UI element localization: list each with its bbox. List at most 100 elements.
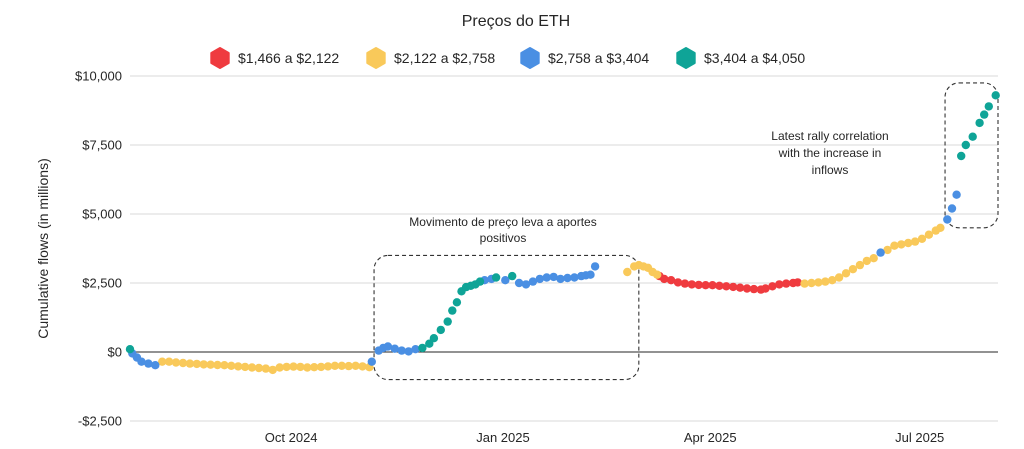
data-point xyxy=(144,359,153,368)
data-point xyxy=(390,344,399,353)
data-point xyxy=(761,284,770,293)
data-point xyxy=(185,359,195,368)
data-point xyxy=(514,278,524,288)
data-point xyxy=(749,284,759,294)
data-point xyxy=(192,359,201,369)
data-point xyxy=(947,204,957,213)
data-point xyxy=(991,91,1000,100)
data-point xyxy=(528,277,538,286)
annotation-text: Latest rally correlation xyxy=(771,129,888,143)
data-point xyxy=(425,339,434,348)
data-point xyxy=(800,279,809,288)
data-point xyxy=(715,281,724,290)
data-point xyxy=(687,280,696,289)
data-point xyxy=(897,240,906,249)
y-tick-label: $7,500 xyxy=(82,138,122,153)
data-point xyxy=(521,280,531,289)
data-point xyxy=(556,274,565,284)
data-point xyxy=(876,248,885,257)
data-point xyxy=(337,361,346,370)
data-point xyxy=(254,363,264,373)
series-points xyxy=(158,223,945,375)
legend-label: $3,404 a $4,050 xyxy=(704,50,805,66)
data-point xyxy=(694,280,703,290)
data-point xyxy=(890,241,899,250)
data-point xyxy=(793,278,802,287)
y-tick-label: $2,500 xyxy=(82,276,122,291)
data-point xyxy=(653,270,662,279)
data-point xyxy=(137,357,146,366)
data-point xyxy=(729,282,738,292)
data-point xyxy=(590,262,600,271)
data-point xyxy=(775,280,784,289)
series-points xyxy=(125,91,1000,354)
data-point xyxy=(289,362,298,371)
annotation-box xyxy=(373,254,640,381)
data-point xyxy=(563,273,572,283)
series-points xyxy=(655,271,802,294)
data-point xyxy=(358,362,367,371)
data-point xyxy=(883,245,892,255)
data-point xyxy=(673,278,683,287)
data-point xyxy=(367,357,376,366)
data-point xyxy=(206,360,215,369)
legend: $1,466 a $2,122 $2,122 a $2,758 $2,758 a $… xyxy=(210,47,805,69)
legend-label: $1,466 a $2,122 xyxy=(238,50,339,66)
data-point xyxy=(501,276,510,285)
data-point xyxy=(975,118,984,128)
data-point xyxy=(722,282,731,291)
data-point xyxy=(701,281,710,290)
data-point xyxy=(984,102,993,111)
annotation: Latest rally correlation with the increas… xyxy=(771,82,999,229)
data-point xyxy=(275,363,284,372)
x-axis: Oct 2024 Jan 2025 Apr 2025 Jul 2025 xyxy=(265,430,945,445)
data-point xyxy=(240,362,250,372)
y-tick-label: $0 xyxy=(108,345,122,360)
data-point xyxy=(848,265,858,274)
data-point xyxy=(164,357,174,366)
data-point xyxy=(782,279,791,288)
data-point xyxy=(383,342,393,351)
annotation-box xyxy=(944,82,999,229)
data-point xyxy=(680,279,690,288)
data-point xyxy=(411,345,420,354)
data-point xyxy=(708,281,717,290)
data-point xyxy=(303,363,312,372)
annotation-text: Movimento de preço leva a aportes xyxy=(409,215,596,229)
y-tick-label: -$2,500 xyxy=(78,414,122,429)
data-point xyxy=(344,361,353,371)
legend-item: $3,404 a $4,050 xyxy=(676,47,805,69)
data-point xyxy=(178,358,188,368)
data-point xyxy=(475,277,485,286)
data-point xyxy=(268,365,277,375)
data-point xyxy=(549,272,558,282)
data-point xyxy=(429,334,439,343)
data-point xyxy=(418,343,427,353)
x-tick-label: Oct 2024 xyxy=(265,430,318,445)
gridlines xyxy=(130,75,998,422)
data-point xyxy=(535,274,544,284)
x-tick-label: Jul 2025 xyxy=(895,430,944,445)
data-point xyxy=(220,361,229,370)
data-point xyxy=(968,132,977,141)
data-point xyxy=(742,284,752,293)
data-point xyxy=(768,282,777,291)
data-point xyxy=(397,346,406,355)
data-point xyxy=(296,362,305,372)
legend-item: $2,758 a $3,404 xyxy=(520,47,649,69)
data-point xyxy=(125,345,135,354)
data-point xyxy=(834,273,844,282)
annotations: Movimento de preço leva a aportes positiv… xyxy=(373,82,999,381)
data-point xyxy=(869,254,878,263)
data-point xyxy=(660,274,669,284)
legend-label: $2,758 a $3,404 xyxy=(548,50,649,66)
y-axis-label: Cumulative flows (in millions) xyxy=(35,158,51,339)
x-tick-label: Apr 2025 xyxy=(684,430,737,445)
data-point xyxy=(936,223,945,232)
data-point xyxy=(952,190,961,199)
legend-item: $2,122 a $2,758 xyxy=(366,47,495,69)
data-point xyxy=(330,361,340,370)
legend-marker xyxy=(676,47,696,69)
data-point xyxy=(213,360,222,370)
legend-item: $1,466 a $2,122 xyxy=(210,47,339,69)
